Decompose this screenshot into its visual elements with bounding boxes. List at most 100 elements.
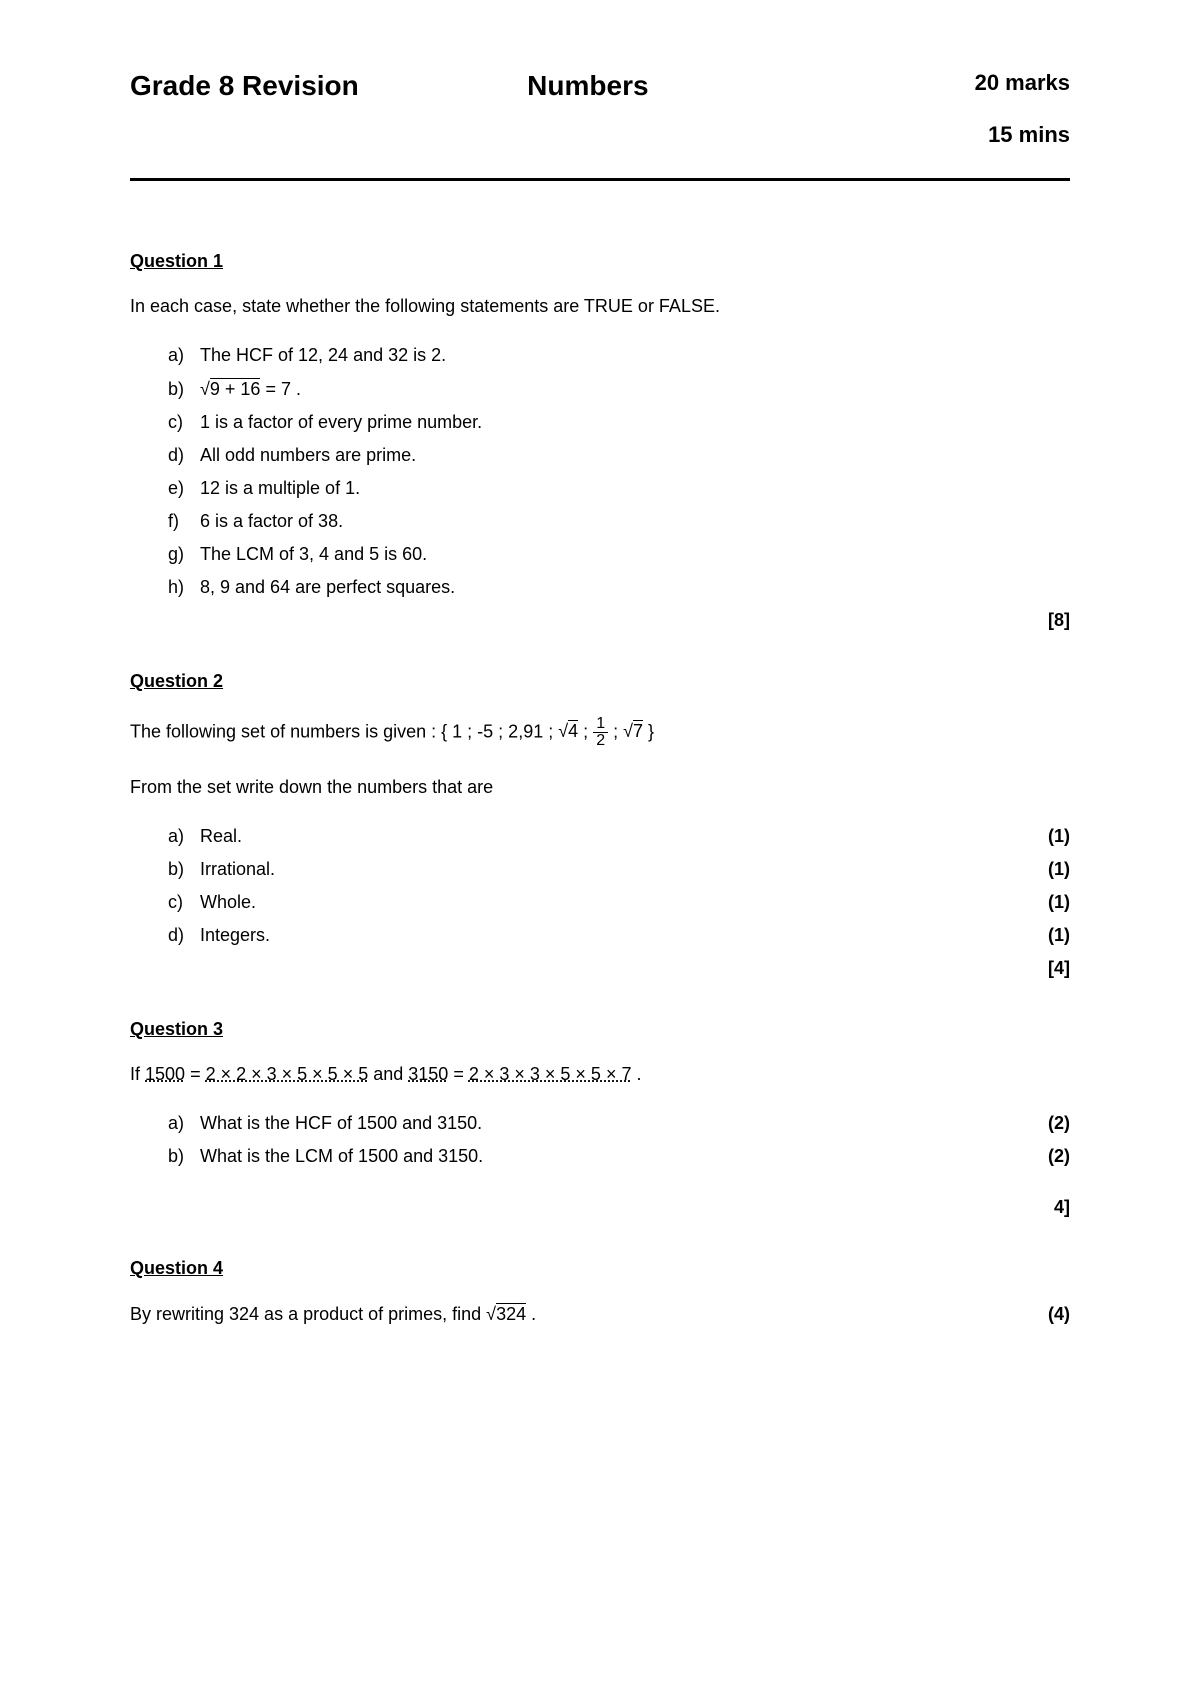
item-label: g) bbox=[168, 544, 200, 565]
item-label: a) bbox=[168, 826, 200, 847]
question-3-title: Question 3 bbox=[130, 1019, 1070, 1040]
q3-eq2-lhs: 3150 bbox=[408, 1064, 448, 1084]
item-marks: (1) bbox=[1010, 925, 1070, 946]
title-left: Grade 8 Revision bbox=[130, 70, 359, 102]
item-marks: (1) bbox=[1010, 892, 1070, 913]
item-label: h) bbox=[168, 577, 200, 598]
set-suffix: } bbox=[648, 721, 654, 741]
sqrt-icon bbox=[200, 379, 210, 399]
question-4-title: Question 4 bbox=[130, 1258, 1070, 1279]
title-center: Numbers bbox=[527, 70, 648, 102]
item-label: d) bbox=[168, 925, 200, 946]
item-text: Irrational. bbox=[200, 859, 1010, 880]
q3-item-b: b) What is the LCM of 1500 and 3150. (2) bbox=[168, 1146, 1070, 1167]
header-divider bbox=[130, 178, 1070, 181]
fraction-numerator: 1 bbox=[593, 716, 608, 733]
question-1-items: a) The HCF of 12, 24 and 32 is 2. b) 9 +… bbox=[168, 345, 1070, 598]
item-label: a) bbox=[168, 1113, 200, 1134]
item-marks: (2) bbox=[1010, 1113, 1070, 1134]
item-text: The HCF of 12, 24 and 32 is 2. bbox=[200, 345, 1070, 366]
question-3-items: a) What is the HCF of 1500 and 3150. (2)… bbox=[168, 1113, 1070, 1167]
question-3-total: 4] bbox=[130, 1197, 1070, 1218]
set-prefix: The following set of numbers is given : … bbox=[130, 721, 553, 741]
q4-suffix: . bbox=[526, 1304, 536, 1324]
question-1-instruction: In each case, state whether the followin… bbox=[130, 296, 1070, 317]
semicolon: ; bbox=[583, 721, 593, 741]
item-text: 8, 9 and 64 are perfect squares. bbox=[200, 577, 1070, 598]
item-label: b) bbox=[168, 859, 200, 880]
q3-eq1-lhs: 1500 bbox=[145, 1064, 185, 1084]
item-text: What is the LCM of 1500 and 3150. bbox=[200, 1146, 1010, 1167]
q1-item-d: d) All odd numbers are prime. bbox=[168, 445, 1070, 466]
fraction-half: 1 2 bbox=[593, 716, 608, 749]
item-text: Real. bbox=[200, 826, 1010, 847]
sqrt-4: 4 bbox=[568, 720, 578, 742]
sqrt-icon bbox=[623, 721, 633, 741]
item-text: Integers. bbox=[200, 925, 1010, 946]
q3-eq2-eq: = bbox=[448, 1064, 469, 1084]
q2-item-b: b) Irrational. (1) bbox=[168, 859, 1070, 880]
item-label: b) bbox=[168, 1146, 200, 1167]
semicolon: ; bbox=[613, 721, 623, 741]
sqrt-content: 9 + 16 bbox=[210, 378, 261, 400]
item-label: f) bbox=[168, 511, 200, 532]
q1-item-f: f) 6 is a factor of 38. bbox=[168, 511, 1070, 532]
q1-item-h: h) 8, 9 and 64 are perfect squares. bbox=[168, 577, 1070, 598]
question-2-set: The following set of numbers is given : … bbox=[130, 716, 1070, 749]
question-2-title: Question 2 bbox=[130, 671, 1070, 692]
q3-prefix: If bbox=[130, 1064, 145, 1084]
item-marks: (1) bbox=[1010, 826, 1070, 847]
q1-item-c: c) 1 is a factor of every prime number. bbox=[168, 412, 1070, 433]
item-text: Whole. bbox=[200, 892, 1010, 913]
q2-item-d: d) Integers. (1) bbox=[168, 925, 1070, 946]
q2-item-c: c) Whole. (1) bbox=[168, 892, 1070, 913]
header: Grade 8 Revision Numbers 20 marks bbox=[130, 70, 1070, 102]
fraction-denominator: 2 bbox=[593, 733, 608, 749]
item-text: 6 is a factor of 38. bbox=[200, 511, 1070, 532]
item-text: What is the HCF of 1500 and 3150. bbox=[200, 1113, 1010, 1134]
item-marks: (2) bbox=[1010, 1146, 1070, 1167]
q3-eq1-rhs: 2 × 2 × 3 × 5 × 5 × 5 bbox=[206, 1064, 369, 1084]
question-4-instruction: By rewriting 324 as a product of primes,… bbox=[130, 1303, 1010, 1325]
q1-item-e: e) 12 is a multiple of 1. bbox=[168, 478, 1070, 499]
q3-eq2-rhs: 2 × 3 × 3 × 5 × 5 × 7 bbox=[469, 1064, 632, 1084]
time-label: 15 mins bbox=[130, 122, 1070, 148]
q1-item-a: a) The HCF of 12, 24 and 32 is 2. bbox=[168, 345, 1070, 366]
item-text: The LCM of 3, 4 and 5 is 60. bbox=[200, 544, 1070, 565]
item-marks: (1) bbox=[1010, 859, 1070, 880]
q1-item-b: b) 9 + 16 = 7 . bbox=[168, 378, 1070, 400]
sqrt-7: 7 bbox=[633, 720, 643, 742]
worksheet-page: Grade 8 Revision Numbers 20 marks 15 min… bbox=[0, 0, 1200, 1425]
q3-eq1-eq: = bbox=[185, 1064, 206, 1084]
q2-item-a: a) Real. (1) bbox=[168, 826, 1070, 847]
question-4-marks: (4) bbox=[1010, 1304, 1070, 1325]
question-1: Question 1 In each case, state whether t… bbox=[130, 251, 1070, 631]
question-2-items: a) Real. (1) b) Irrational. (1) c) Whole… bbox=[168, 826, 1070, 946]
item-label: a) bbox=[168, 345, 200, 366]
q3-item-a: a) What is the HCF of 1500 and 3150. (2) bbox=[168, 1113, 1070, 1134]
sqrt-icon bbox=[486, 1304, 496, 1324]
item-text: 1 is a factor of every prime number. bbox=[200, 412, 1070, 433]
question-3: Question 3 If 1500 = 2 × 2 × 3 × 5 × 5 ×… bbox=[130, 1019, 1070, 1218]
item-text: 9 + 16 = 7 . bbox=[200, 378, 1070, 400]
item-label: c) bbox=[168, 412, 200, 433]
item-label: d) bbox=[168, 445, 200, 466]
q3-suffix: . bbox=[631, 1064, 641, 1084]
q3-mid: and bbox=[368, 1064, 408, 1084]
question-1-title: Question 1 bbox=[130, 251, 1070, 272]
item-label: e) bbox=[168, 478, 200, 499]
marks-label: 20 marks bbox=[975, 70, 1070, 96]
sqrt-324: 324 bbox=[496, 1303, 526, 1325]
question-2: Question 2 The following set of numbers … bbox=[130, 671, 1070, 979]
item-label: b) bbox=[168, 379, 200, 400]
question-2-total: [4] bbox=[130, 958, 1070, 979]
sqrt-icon bbox=[558, 721, 568, 741]
question-4-instruction-row: By rewriting 324 as a product of primes,… bbox=[130, 1303, 1070, 1325]
item-suffix: = 7 . bbox=[260, 379, 301, 399]
question-2-sub-instruction: From the set write down the numbers that… bbox=[130, 777, 1070, 798]
item-text: 12 is a multiple of 1. bbox=[200, 478, 1070, 499]
item-label: c) bbox=[168, 892, 200, 913]
item-text: All odd numbers are prime. bbox=[200, 445, 1070, 466]
q1-item-g: g) The LCM of 3, 4 and 5 is 60. bbox=[168, 544, 1070, 565]
question-3-instruction: If 1500 = 2 × 2 × 3 × 5 × 5 × 5 and 3150… bbox=[130, 1064, 1070, 1085]
